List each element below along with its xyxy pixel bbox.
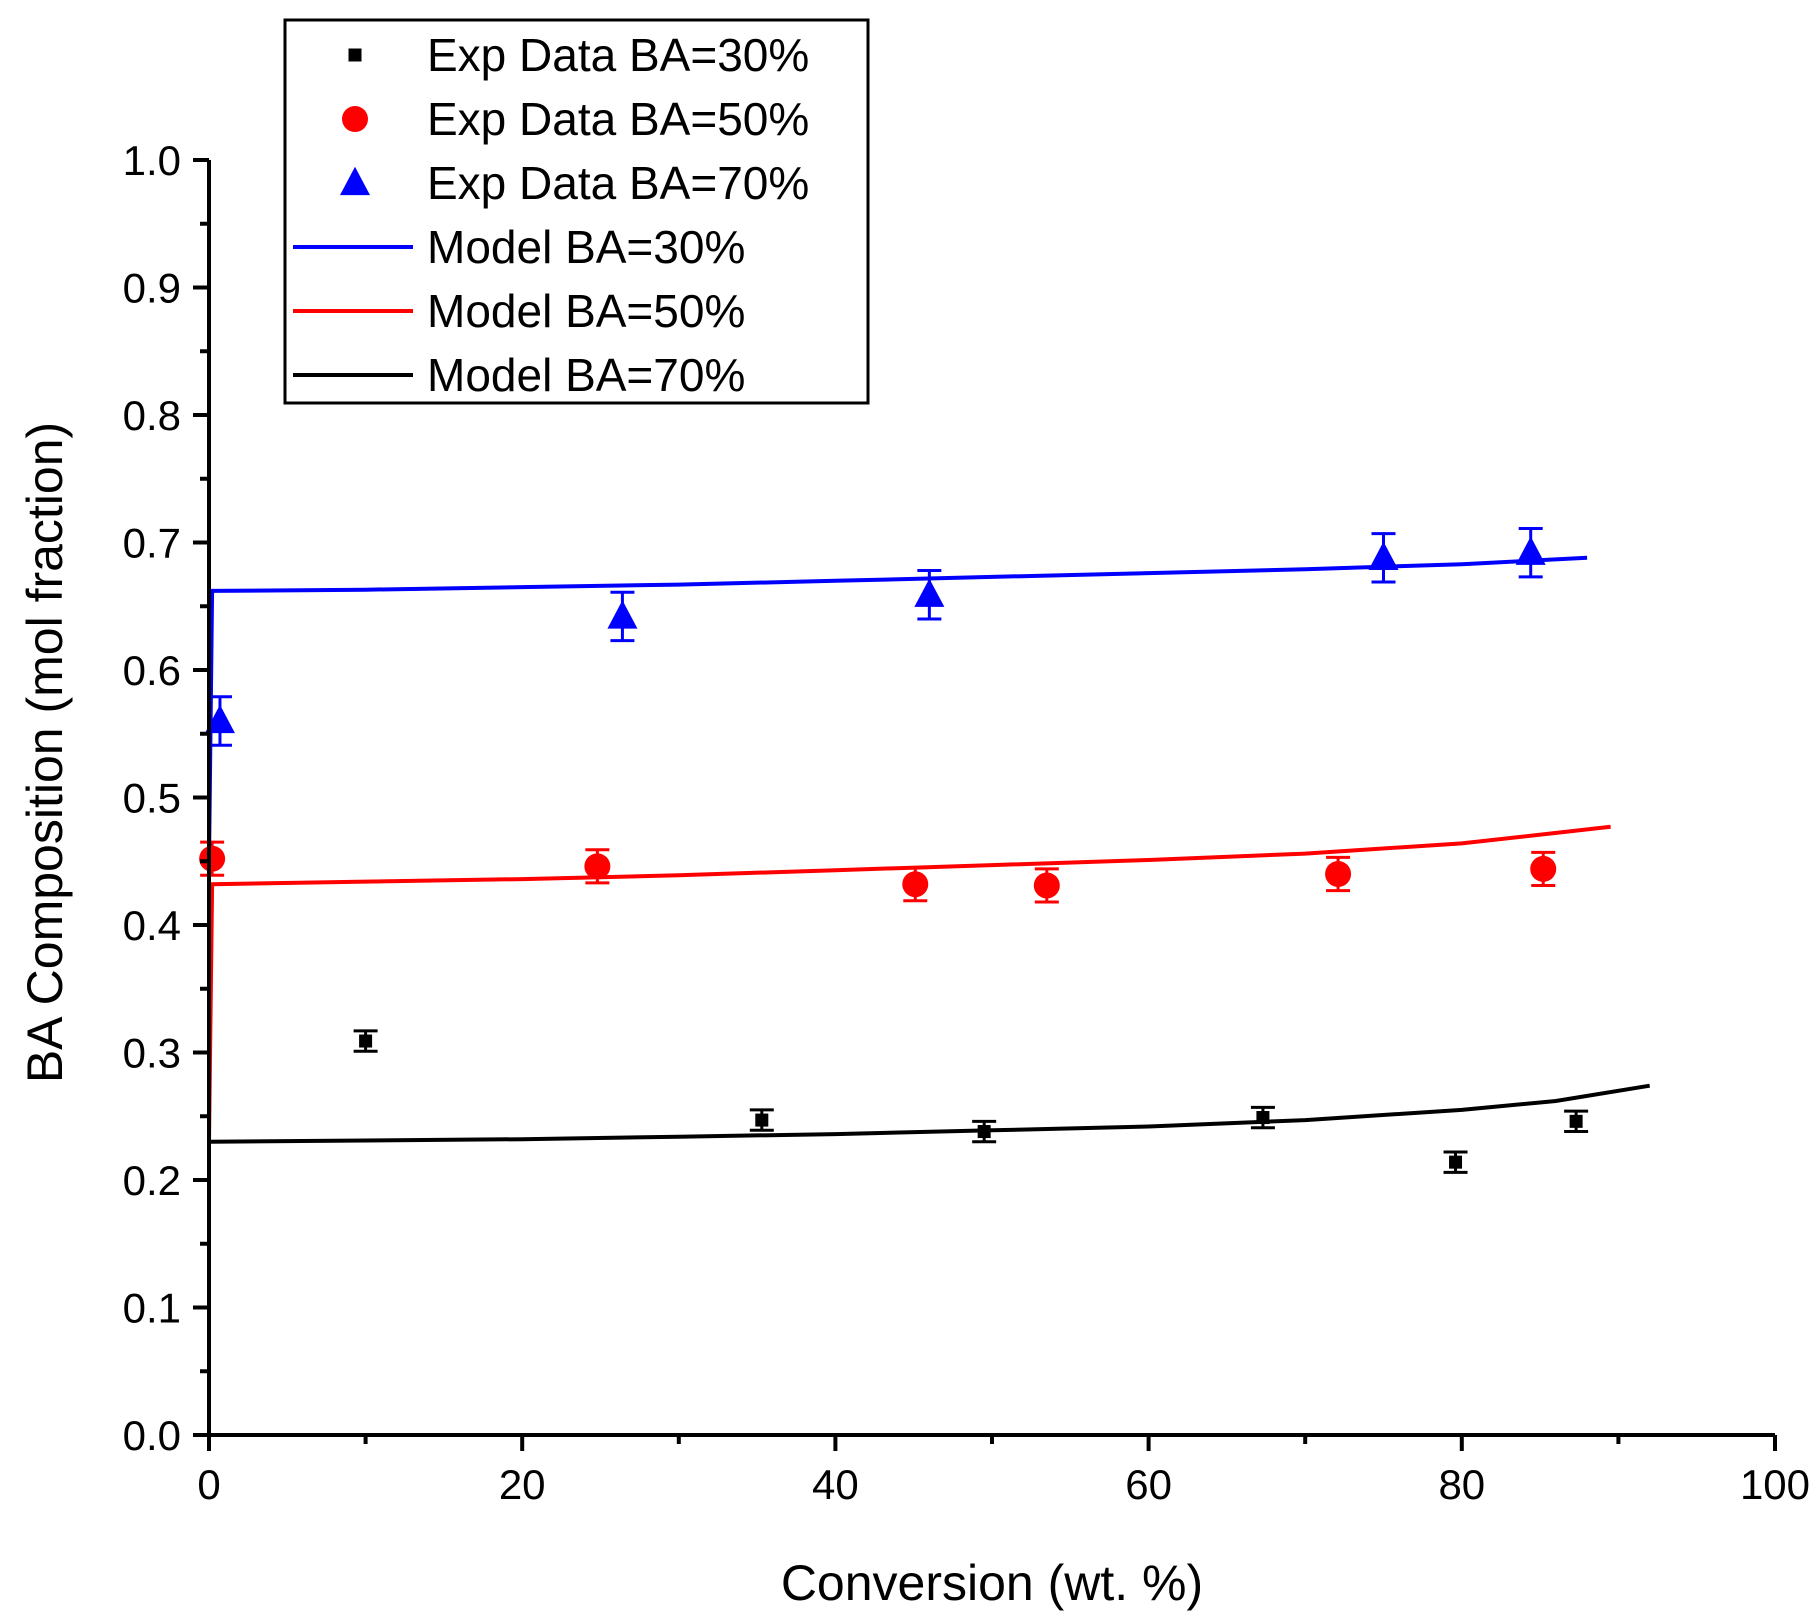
x-tick-label: 40 [812, 1461, 859, 1508]
data-point [1368, 541, 1399, 570]
x-tick-label: 100 [1740, 1461, 1810, 1508]
legend-label: Model BA=70% [427, 349, 745, 401]
y-tick-label: 0.3 [123, 1030, 181, 1077]
series-line [207, 824, 1611, 1142]
data-point [1325, 861, 1352, 887]
data-point [977, 1125, 991, 1139]
x-tick-label: 20 [499, 1461, 546, 1508]
data-point [204, 704, 235, 734]
data-point [607, 600, 638, 629]
y-tick-label: 0.0 [123, 1412, 181, 1459]
data-point [199, 845, 226, 872]
y-tick-label: 0.4 [123, 902, 181, 949]
series-line [208, 1083, 1651, 1144]
legend-label: Model BA=50% [427, 285, 745, 337]
y-tick-label: 0.6 [123, 647, 181, 694]
data-point [1530, 855, 1557, 882]
legend: Exp Data BA=30% Exp Data BA=50% Exp Data B… [283, 18, 870, 405]
y-tick-label: 0.8 [123, 392, 181, 439]
data-point [359, 1034, 373, 1048]
series-lines [207, 555, 1651, 1144]
plot-area [199, 526, 1651, 1174]
legend-marker [342, 106, 368, 132]
series-markers [199, 536, 1583, 1169]
data-point [914, 578, 945, 607]
legend-label: Exp Data BA=50% [427, 93, 809, 145]
data-point [1449, 1155, 1463, 1169]
y-tick-label: 0.1 [123, 1285, 181, 1332]
data-point [584, 853, 611, 880]
legend-box [283, 18, 870, 405]
legend-marker [340, 166, 370, 196]
data-point [1569, 1114, 1583, 1128]
x-axis: 0 20 40 60 80 100 [197, 1433, 1810, 1508]
data-point [755, 1113, 769, 1127]
legend-label: Exp Data BA=70% [427, 157, 809, 209]
series-line [207, 555, 1588, 862]
data-point [1256, 1111, 1270, 1125]
legend-label: Model BA=30% [427, 221, 745, 273]
y-tick-label: 0.5 [123, 775, 181, 822]
data-point [1515, 536, 1546, 565]
data-point [1033, 872, 1060, 899]
data-point [902, 871, 929, 898]
y-axis-title: BA Composition (mol fraction) [17, 422, 73, 1083]
y-tick-label: 0.9 [123, 265, 181, 312]
legend-marker [348, 48, 362, 62]
x-tick-label: 0 [197, 1461, 220, 1508]
x-axis-title: Conversion (wt. %) [781, 1555, 1203, 1611]
legend-label: Exp Data BA=30% [427, 29, 809, 81]
y-axis: 0.0 0.1 0.2 0.3 0.4 0.5 0.6 0.7 0.8 0.9 1.0 [123, 137, 211, 1459]
y-tick-label: 0.2 [123, 1157, 181, 1204]
y-tick-label: 0.7 [123, 520, 181, 567]
x-tick-label: 60 [1125, 1461, 1172, 1508]
x-tick-label: 80 [1438, 1461, 1485, 1508]
y-tick-label: 1.0 [123, 137, 181, 184]
